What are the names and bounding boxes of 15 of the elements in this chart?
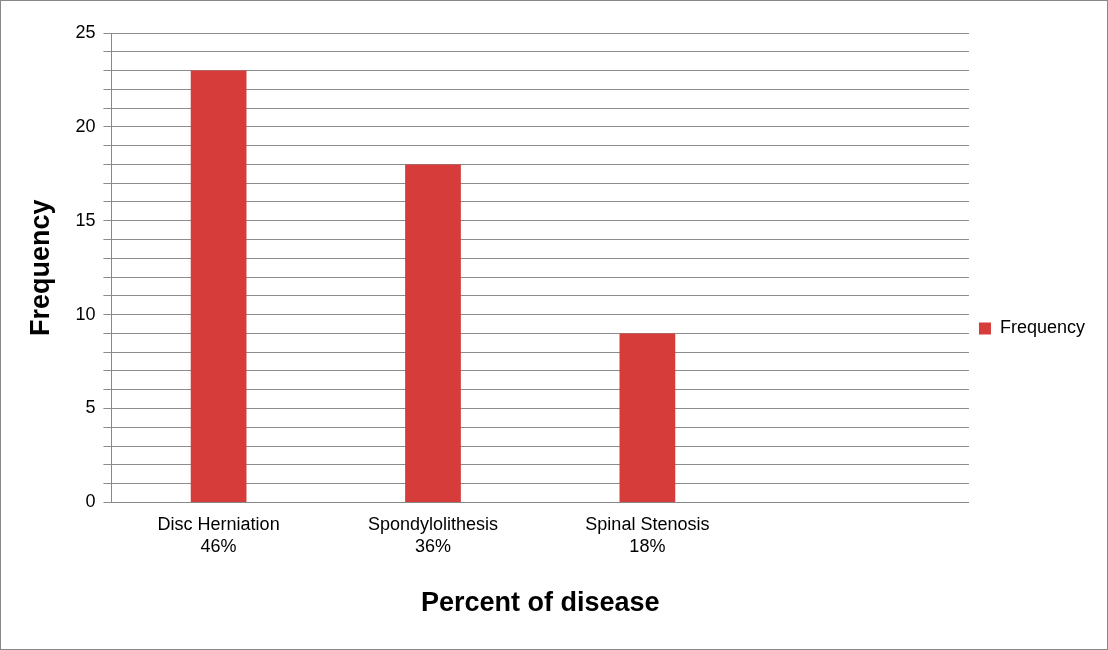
bar: [405, 164, 461, 502]
y-tick-label: 10: [75, 303, 96, 324]
y-tick-label: 5: [85, 397, 96, 418]
y-tick-label: 0: [85, 491, 96, 512]
legend-label: Frequency: [999, 317, 1085, 338]
y-tick-label: 25: [75, 21, 96, 42]
x-tick-label: Spinal Stenosis 18%: [585, 514, 710, 556]
y-axis-title: Frequency: [24, 199, 55, 336]
y-tick-label: 20: [75, 115, 96, 136]
x-tick-label: Disc Herniation 46%: [157, 514, 280, 556]
bar: [190, 70, 247, 502]
x-axis-title: Percent of disease: [420, 587, 660, 618]
bar: [619, 333, 676, 502]
x-tick-label: Spondylolithesis 36%: [367, 514, 499, 556]
y-tick-label: 15: [75, 209, 96, 230]
